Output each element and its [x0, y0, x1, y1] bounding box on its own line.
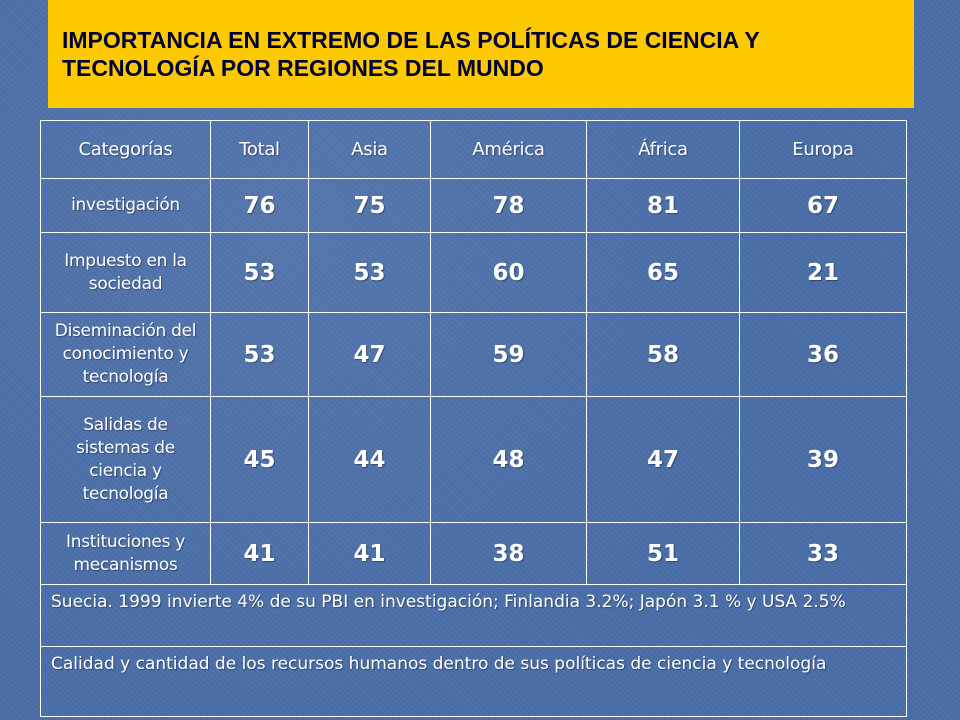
value-cell: 53 — [210, 312, 309, 397]
value-cell: 53 — [210, 232, 309, 313]
value-cell: 60 — [430, 232, 587, 313]
row-category: Diseminación del conocimiento y tecnolog… — [40, 312, 211, 397]
value-cell: 51 — [586, 522, 740, 585]
row-category: Impuesto en la sociedad — [40, 232, 211, 313]
header-cell-categorias: Categorías — [40, 120, 211, 179]
value-cell: 45 — [210, 396, 309, 523]
value-cell: 44 — [308, 396, 431, 523]
value-cell: 47 — [586, 396, 740, 523]
table-note-row: Calidad y cantidad de los recursos human… — [40, 646, 907, 717]
value-cell: 41 — [210, 522, 309, 585]
row-category: investigación — [40, 178, 211, 233]
value-cell: 36 — [739, 312, 907, 397]
value-cell: 65 — [586, 232, 740, 313]
value-cell: 75 — [308, 178, 431, 233]
header-cell-america: América — [430, 120, 587, 179]
value-cell: 58 — [586, 312, 740, 397]
value-cell: 48 — [430, 396, 587, 523]
value-cell: 53 — [308, 232, 431, 313]
value-cell: 39 — [739, 396, 907, 523]
value-cell: 21 — [739, 232, 907, 313]
table-row: investigación 76 75 78 81 67 — [40, 178, 907, 233]
table-row: Salidas de sistemas de ciencia y tecnolo… — [40, 396, 907, 523]
table-header-row: Categorías Total Asia América África Eur… — [40, 120, 907, 179]
title-line-1: IMPORTANCIA EN EXTREMO DE LAS POLÍTICAS … — [62, 27, 760, 53]
value-cell: 59 — [430, 312, 587, 397]
value-cell: 78 — [430, 178, 587, 233]
header-cell-asia: Asia — [308, 120, 431, 179]
table-row: Instituciones y mecanismos 41 41 38 51 3… — [40, 522, 907, 585]
note-investment: Suecia. 1999 invierte 4% de su PBI en in… — [40, 584, 907, 647]
header-cell-africa: África — [586, 120, 740, 179]
value-cell: 67 — [739, 178, 907, 233]
header-cell-europa: Europa — [739, 120, 907, 179]
header-cell-total: Total — [210, 120, 309, 179]
row-category: Instituciones y mecanismos — [40, 522, 211, 585]
value-cell: 47 — [308, 312, 431, 397]
table-note-row: Suecia. 1999 invierte 4% de su PBI en in… — [40, 584, 907, 647]
data-table-container: Categorías Total Asia América África Eur… — [40, 120, 907, 717]
title-line-2: TECNOLOGÍA POR REGIONES DEL MUNDO — [62, 55, 544, 81]
value-cell: 33 — [739, 522, 907, 585]
note-human-resources: Calidad y cantidad de los recursos human… — [40, 646, 907, 717]
value-cell: 81 — [586, 178, 740, 233]
value-cell: 41 — [308, 522, 431, 585]
title-banner: IMPORTANCIA EN EXTREMO DE LAS POLÍTICAS … — [48, 0, 914, 108]
slide-title: IMPORTANCIA EN EXTREMO DE LAS POLÍTICAS … — [62, 26, 900, 82]
table-row: Impuesto en la sociedad 53 53 60 65 21 — [40, 232, 907, 313]
value-cell: 76 — [210, 178, 309, 233]
table-row: Diseminación del conocimiento y tecnolog… — [40, 312, 907, 397]
importance-table: Categorías Total Asia América África Eur… — [40, 120, 907, 717]
row-category: Salidas de sistemas de ciencia y tecnolo… — [40, 396, 211, 523]
value-cell: 38 — [430, 522, 587, 585]
